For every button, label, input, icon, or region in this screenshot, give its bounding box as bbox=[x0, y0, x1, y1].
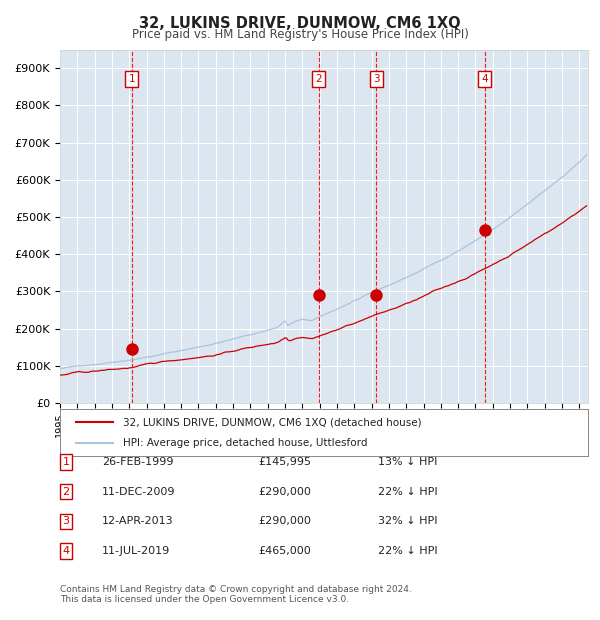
Text: 26-FEB-1999: 26-FEB-1999 bbox=[102, 457, 173, 467]
Text: 22% ↓ HPI: 22% ↓ HPI bbox=[378, 546, 437, 556]
Text: 3: 3 bbox=[62, 516, 70, 526]
Text: £465,000: £465,000 bbox=[258, 546, 311, 556]
Text: 3: 3 bbox=[373, 74, 380, 84]
Text: 1: 1 bbox=[128, 74, 135, 84]
Text: 4: 4 bbox=[481, 74, 488, 84]
Text: 2: 2 bbox=[316, 74, 322, 84]
Text: HPI: Average price, detached house, Uttlesford: HPI: Average price, detached house, Uttl… bbox=[124, 438, 368, 448]
Text: 13% ↓ HPI: 13% ↓ HPI bbox=[378, 457, 437, 467]
Text: 12-APR-2013: 12-APR-2013 bbox=[102, 516, 173, 526]
Text: 11-JUL-2019: 11-JUL-2019 bbox=[102, 546, 170, 556]
Text: Price paid vs. HM Land Registry's House Price Index (HPI): Price paid vs. HM Land Registry's House … bbox=[131, 28, 469, 41]
Text: 11-DEC-2009: 11-DEC-2009 bbox=[102, 487, 176, 497]
Text: £290,000: £290,000 bbox=[258, 516, 311, 526]
Text: 1: 1 bbox=[62, 457, 70, 467]
Text: 32, LUKINS DRIVE, DUNMOW, CM6 1XQ (detached house): 32, LUKINS DRIVE, DUNMOW, CM6 1XQ (detac… bbox=[124, 417, 422, 427]
Text: 22% ↓ HPI: 22% ↓ HPI bbox=[378, 487, 437, 497]
Text: £145,995: £145,995 bbox=[258, 457, 311, 467]
Text: Contains HM Land Registry data © Crown copyright and database right 2024.
This d: Contains HM Land Registry data © Crown c… bbox=[60, 585, 412, 604]
Text: 4: 4 bbox=[62, 546, 70, 556]
Text: 2: 2 bbox=[62, 487, 70, 497]
Text: £290,000: £290,000 bbox=[258, 487, 311, 497]
Text: 32% ↓ HPI: 32% ↓ HPI bbox=[378, 516, 437, 526]
Text: 32, LUKINS DRIVE, DUNMOW, CM6 1XQ: 32, LUKINS DRIVE, DUNMOW, CM6 1XQ bbox=[139, 16, 461, 30]
